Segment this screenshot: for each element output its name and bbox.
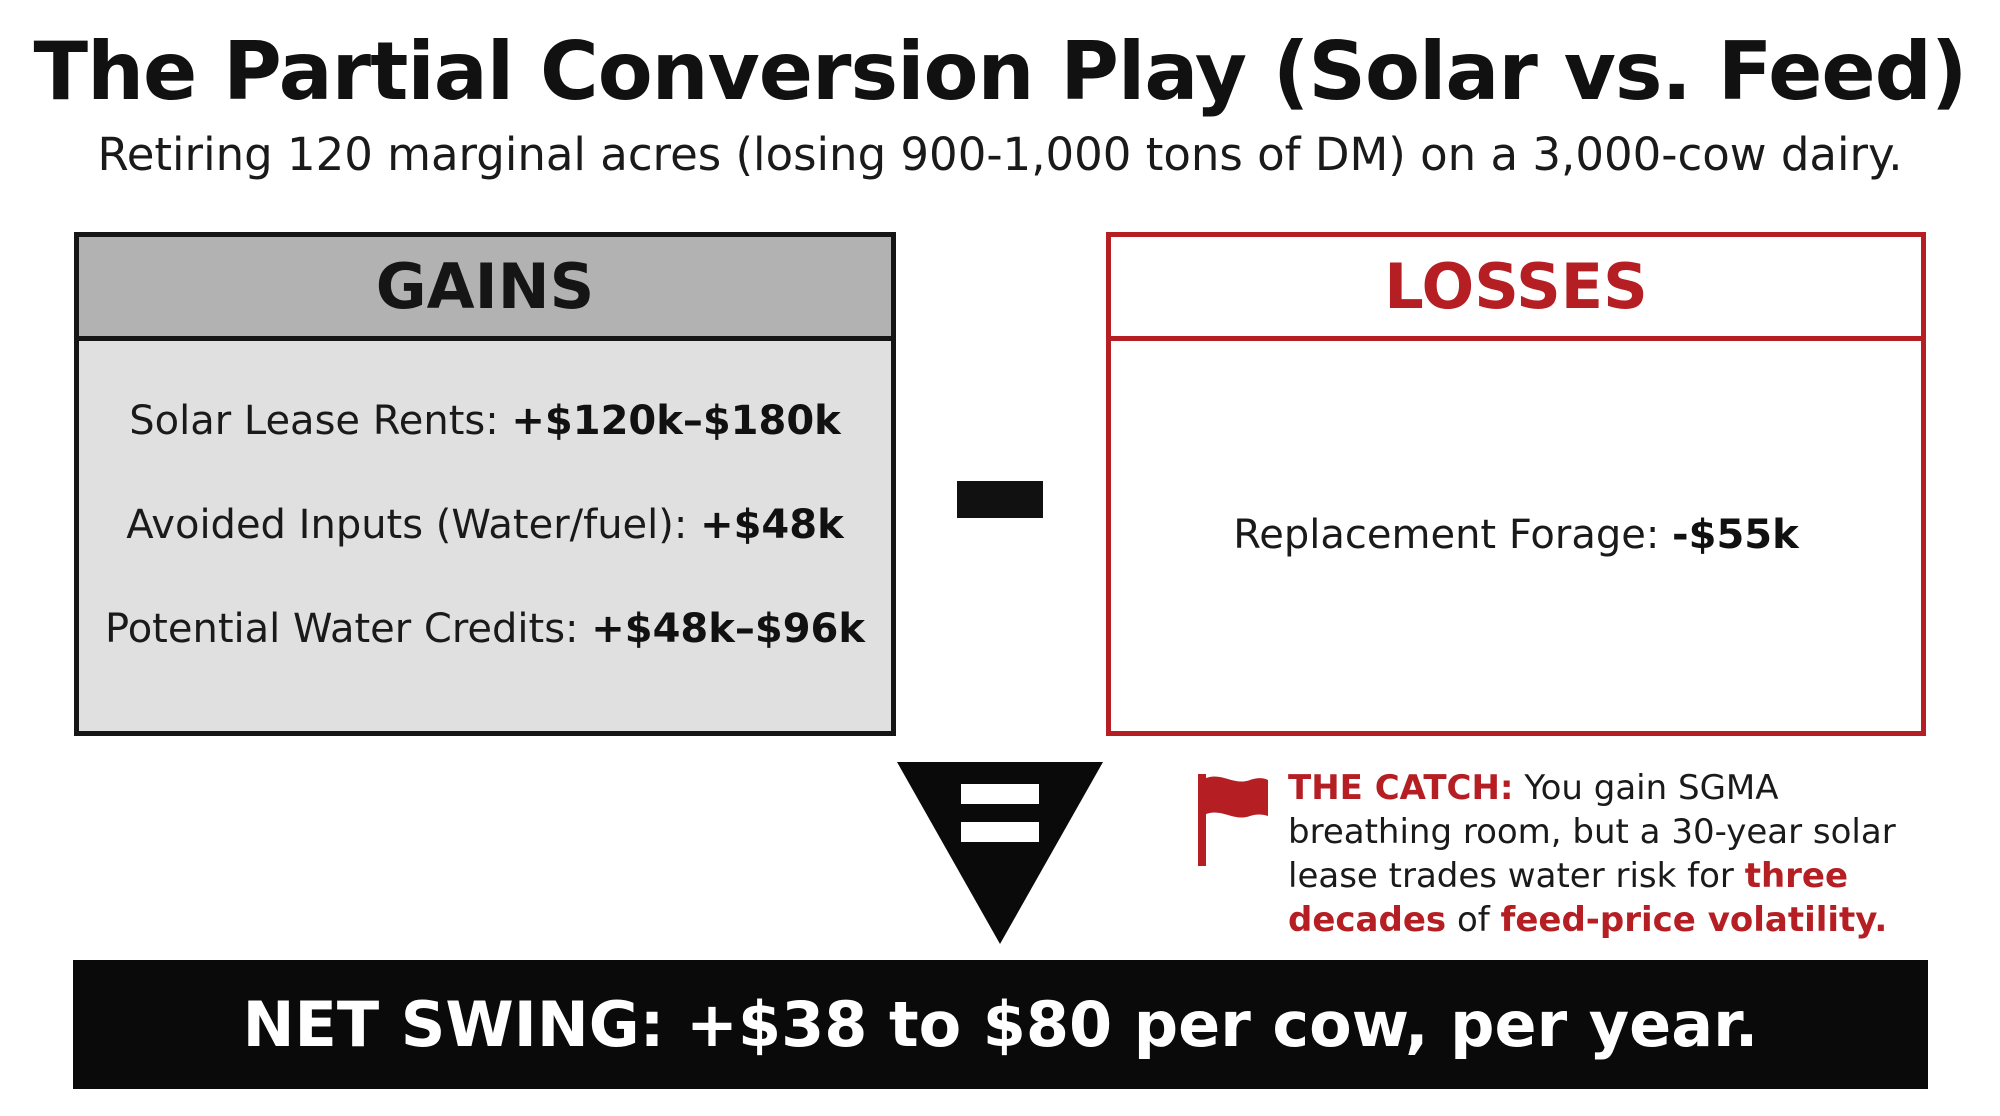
losses-item-value: -$55k [1672, 512, 1799, 558]
equals-bar-bottom [961, 822, 1039, 842]
page-title: The Partial Conversion Play (Solar vs. F… [33, 25, 1968, 118]
losses-header: LOSSES [1111, 237, 1921, 341]
catch-label: THE CATCH: [1288, 768, 1514, 808]
minus-sign-icon [957, 481, 1043, 518]
gains-item-water-credits: Potential Water Credits: +$48k–$96k [79, 603, 891, 655]
gains-item-value: +$120k–$180k [511, 398, 841, 444]
catch-highlight-volatility: feed-price volatility. [1500, 900, 1888, 940]
gains-item-label: Avoided Inputs (Water/fuel): [126, 502, 701, 548]
gains-item-label: Solar Lease Rents: [129, 398, 512, 444]
net-swing-banner: NET SWING: +$38 to $80 per cow, per year… [73, 960, 1928, 1089]
catch-text: THE CATCH: You gain SGMA breathing room,… [1288, 766, 1938, 942]
gains-item-solar-lease: Solar Lease Rents: +$120k–$180k [79, 395, 891, 447]
red-flag-icon [1198, 774, 1268, 866]
gains-item-value: +$48k [700, 502, 844, 548]
losses-item-label: Replacement Forage: [1233, 512, 1673, 558]
page-subtitle: Retiring 120 marginal acres (losing 900-… [97, 128, 1903, 181]
catch-body-2: of [1446, 900, 1501, 940]
losses-panel: LOSSES Replacement Forage: -$55k [1106, 232, 1926, 736]
catch-body-1: You gain SGMA breathing room, but a 30-y… [1288, 768, 1896, 896]
gains-item-label: Potential Water Credits: [105, 606, 592, 652]
triangle-shape [897, 762, 1103, 944]
gains-panel: GAINS Solar Lease Rents: +$120k–$180k Av… [74, 232, 896, 736]
gains-header: GAINS [79, 237, 891, 341]
equals-bar-top [961, 784, 1039, 804]
equals-triangle-icon [897, 762, 1103, 944]
gains-item-value: +$48k–$96k [591, 606, 865, 652]
losses-item-replacement-forage: Replacement Forage: -$55k [1111, 509, 1921, 561]
catch-highlight-three-decades: three decades [1288, 856, 1849, 940]
gains-item-avoided-inputs: Avoided Inputs (Water/fuel): +$48k [79, 499, 891, 551]
